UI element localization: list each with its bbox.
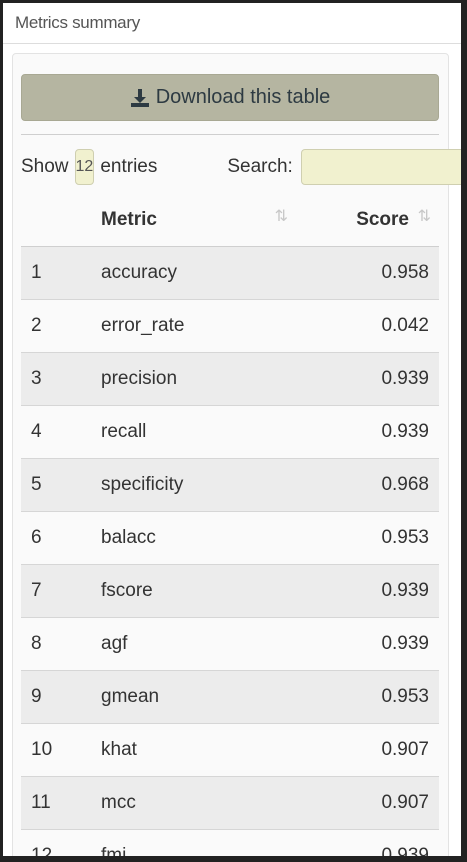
row-metric: mcc [101,776,272,830]
row-score: 0.953 [272,670,439,724]
metrics-table: Metric ⇅ Score ⇅ 1 accuracy 0.958 2 error_r… [21,194,439,856]
row-score: 0.939 [272,352,439,406]
row-index: 11 [21,776,101,830]
row-score: 0.939 [272,564,439,618]
row-score: 0.939 [272,829,439,856]
table-row: 2 error_rate 0.042 [21,299,439,353]
row-score: 0.968 [272,458,439,512]
table-row: 6 balacc 0.953 [21,511,439,565]
row-metric: fscore [101,564,272,618]
table-row: 1 accuracy 0.958 [21,246,439,300]
search-input[interactable] [300,149,461,185]
row-index: 10 [21,723,101,777]
table-row: 10 khat 0.907 [21,723,439,777]
row-index: 2 [21,299,101,353]
metrics-panel: Metrics summary Download this table Show… [3,3,461,856]
table-row: 3 precision 0.939 [21,352,439,406]
table-row: 5 specificity 0.968 [21,458,439,512]
row-index: 1 [21,246,101,300]
row-metric: balacc [101,511,272,565]
row-metric: specificity [101,458,272,512]
row-metric: gmean [101,670,272,724]
table-row: 4 recall 0.939 [21,405,439,459]
download-icon [130,88,150,108]
row-score: 0.939 [272,617,439,671]
row-metric: khat [101,723,272,777]
sort-icon[interactable]: ⇅ [417,208,431,225]
entries-label: entries [100,156,158,177]
header-metric[interactable]: Metric ⇅ [101,194,288,247]
table-row: 8 agf 0.939 [21,617,439,671]
row-score: 0.953 [272,511,439,565]
row-score: 0.939 [272,405,439,459]
table-header-row: Metric ⇅ Score ⇅ [21,194,439,247]
row-index: 5 [21,458,101,512]
divider [21,134,439,135]
row-index: 7 [21,564,101,618]
panel-title: Metrics summary [3,3,461,44]
table-card: Download this table Show 12 entries Sear… [12,53,461,856]
header-score[interactable]: Score ⇅ [272,194,439,247]
row-index: 4 [21,405,101,459]
row-index: 6 [21,511,101,565]
table-row: 11 mcc 0.907 [21,776,439,830]
row-score: 0.958 [272,246,439,300]
row-metric: precision [101,352,272,406]
header-metric-label: Metric [101,209,157,230]
table-row: 7 fscore 0.939 [21,564,439,618]
row-index: 12 [21,829,101,856]
row-score: 0.907 [272,723,439,777]
download-table-button[interactable]: Download this table [21,74,439,121]
search-label: Search: [227,156,293,177]
row-score: 0.907 [272,776,439,830]
header-score-label: Score [356,209,409,230]
table-row: 12 fmi 0.939 [21,829,439,856]
row-metric: agf [101,617,272,671]
row-index: 3 [21,352,101,406]
table-controls: Show 12 entries Search: [21,149,461,185]
show-label: Show [21,156,69,177]
row-index: 8 [21,617,101,671]
download-button-label: Download this table [155,86,331,108]
row-score: 0.042 [272,299,439,353]
header-index [21,194,101,247]
row-metric: error_rate [101,299,272,353]
row-metric: accuracy [101,246,272,300]
row-metric: recall [101,405,272,459]
table-row: 9 gmean 0.953 [21,670,439,724]
page-length-select[interactable]: 12 [74,149,95,185]
row-metric: fmi [101,829,272,856]
row-index: 9 [21,670,101,724]
